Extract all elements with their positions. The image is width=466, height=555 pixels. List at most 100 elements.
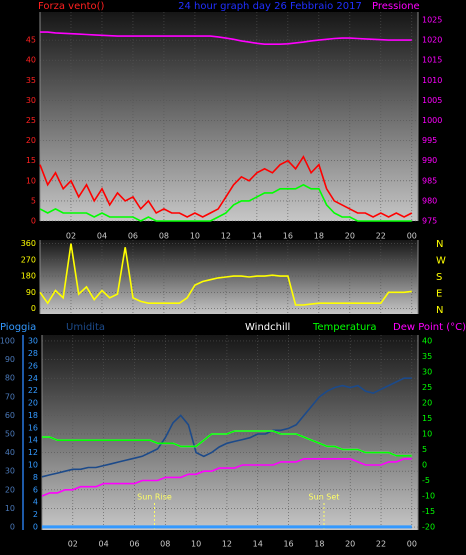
series-line — [41, 458, 412, 497]
y-tick-label: 8 — [33, 473, 38, 482]
y-tick-label: 40 — [26, 56, 36, 65]
legend-label: Umidita — [66, 322, 105, 333]
y-tick-label: 20 — [5, 485, 15, 494]
series-line — [40, 31, 412, 45]
x-tick-label: 12 — [221, 232, 231, 241]
x-tick-label: 08 — [160, 540, 170, 549]
y-tick-label: 16 — [28, 423, 38, 432]
y-tick-label: 26 — [28, 361, 38, 370]
x-tick-label: 22 — [376, 540, 386, 549]
y2-tick-label: 1020 — [422, 36, 442, 45]
x-tick-label: 04 — [99, 540, 109, 549]
compass-label: N — [436, 239, 443, 250]
compass-label: N — [436, 305, 443, 316]
y-tick-label: 70 — [5, 392, 15, 401]
y-tick-label: 6 — [33, 485, 38, 494]
y2-tick-label: 40 — [422, 337, 432, 346]
y-axis-label: Forza vento() — [38, 1, 105, 12]
y2-tick-label: -5 — [422, 476, 430, 485]
y-tick-label: 30 — [5, 467, 15, 476]
y-tick-label: 360 — [21, 239, 36, 248]
y-tick-label: 30 — [26, 96, 36, 105]
y-tick-label: 12 — [28, 448, 38, 457]
x-tick-label: 18 — [314, 232, 324, 241]
y-tick-label: 40 — [5, 448, 15, 457]
y-tick-label: 10 — [28, 461, 38, 470]
y2-axis-label: Pressione — [372, 1, 420, 12]
x-tick-label: 14 — [252, 232, 262, 241]
x-tick-label: 02 — [68, 540, 78, 549]
x-tick-label: 10 — [190, 232, 200, 241]
compass-label: W — [436, 256, 446, 267]
x-tick-label: 18 — [314, 540, 324, 549]
x-tick-label: 08 — [159, 232, 169, 241]
legend-label: Pioggia — [0, 322, 36, 333]
y-tick-label: 90 — [5, 355, 15, 364]
x-tick-label: 20 — [345, 540, 355, 549]
y-tick-label: 0 — [10, 523, 15, 532]
y2-tick-label: 1025 — [422, 16, 442, 25]
y2-tick-label: 1000 — [422, 116, 442, 125]
y-tick-label: 15 — [26, 156, 36, 165]
y-tick-label: 4 — [33, 498, 38, 507]
series-line — [42, 430, 412, 457]
y-tick-label: 2 — [33, 510, 38, 519]
y-tick-label: 0 — [31, 217, 36, 226]
legend-label: Dew Point (°C) — [393, 322, 466, 333]
y2-tick-label: 1010 — [422, 76, 442, 85]
y-tick-label: 14 — [28, 436, 38, 445]
x-tick-label: 02 — [66, 232, 76, 241]
y-tick-label: 60 — [5, 411, 15, 420]
x-tick-label: 06 — [129, 540, 139, 549]
y-tick-label: 25 — [26, 116, 36, 125]
y-tick-label: 0 — [31, 304, 36, 313]
y-tick-label: 24 — [28, 374, 38, 383]
chart-title: 24 hour graph day 26 Febbraio 2017 — [178, 1, 362, 12]
y-tick-label: 50 — [5, 429, 15, 438]
y-tick-label: 180 — [21, 272, 36, 281]
y-tick-label: 90 — [26, 288, 36, 297]
x-tick-label: 22 — [376, 232, 386, 241]
x-tick-label: 12 — [222, 540, 232, 549]
compass-label: E — [436, 289, 442, 300]
y2-tick-label: 30 — [422, 368, 432, 377]
y2-tick-label: 0 — [422, 461, 427, 470]
y2-tick-label: 1015 — [422, 56, 442, 65]
y2-tick-label: -15 — [422, 507, 435, 516]
y2-tick-label: 25 — [422, 383, 432, 392]
x-tick-label: 04 — [97, 232, 107, 241]
plot-background — [40, 12, 418, 221]
y-tick-label: 30 — [28, 337, 38, 346]
y2-tick-label: 10 — [422, 430, 432, 439]
y-tick-label: 28 — [28, 349, 38, 358]
y2-tick-label: 20 — [422, 399, 432, 408]
annotation: Sun Set — [309, 493, 340, 502]
x-tick-label: 06 — [128, 232, 138, 241]
annotation: Sun Rise — [137, 493, 172, 502]
y2-tick-label: 985 — [422, 176, 437, 185]
x-tick-label: 16 — [283, 232, 293, 241]
y-tick-label: 20 — [28, 399, 38, 408]
y-tick-label: 100 — [0, 336, 15, 345]
y-tick-label: 35 — [26, 76, 36, 85]
y2-tick-label: -10 — [422, 491, 435, 500]
y-tick-label: 45 — [26, 36, 36, 45]
y2-tick-label: 15 — [422, 414, 432, 423]
y-tick-label: 10 — [5, 504, 15, 513]
y-tick-label: 0 — [33, 522, 38, 531]
x-tick-label: 14 — [253, 540, 263, 549]
x-tick-label: 10 — [191, 540, 201, 549]
y-tick-label: 18 — [28, 411, 38, 420]
series-line — [39, 155, 413, 218]
x-tick-label: 20 — [345, 232, 355, 241]
y-tick-label: 22 — [28, 386, 38, 395]
y-tick-label: 20 — [26, 136, 36, 145]
y2-tick-label: 1005 — [422, 96, 442, 105]
y2-tick-label: 35 — [422, 352, 432, 361]
legend-label: Windchill — [245, 322, 290, 333]
x-tick-label: 00 — [407, 540, 417, 549]
y2-tick-label: 975 — [422, 217, 437, 226]
legend-label: Temperatura — [312, 322, 377, 333]
